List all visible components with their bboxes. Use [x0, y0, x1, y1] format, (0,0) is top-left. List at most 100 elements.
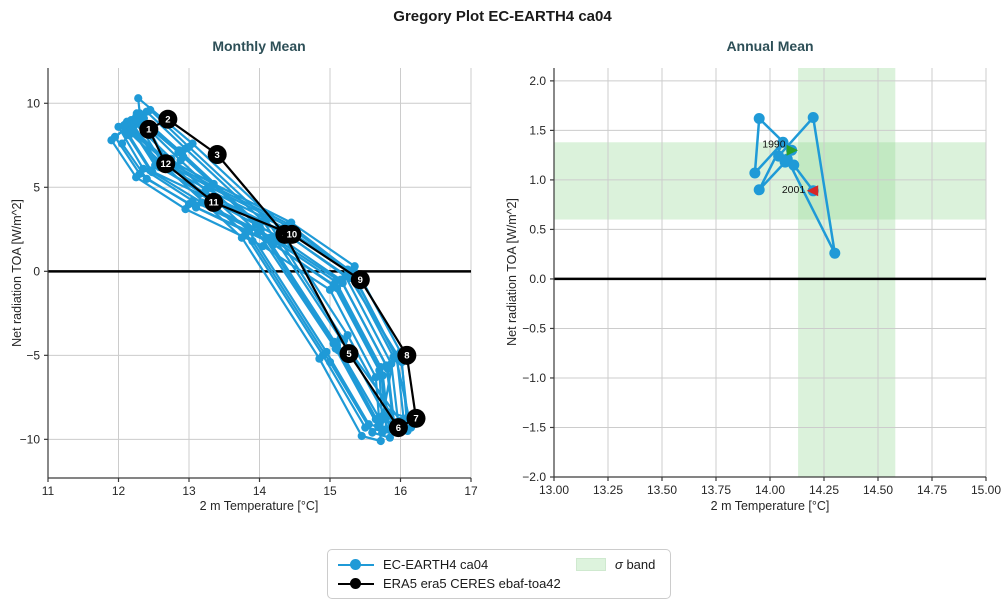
month-number: 9: [358, 275, 363, 286]
y-tick-label: −5: [26, 348, 40, 362]
series-era5-monthly: 123456789101112: [139, 109, 426, 438]
legend-label-sigma-band: σ band: [615, 557, 656, 572]
x-tick-label: 14.50: [863, 483, 893, 497]
annual_mean-plot: 13.00 13.25 13.50 13.75 14.00 14.25 14.50 14.75…: [522, 68, 1001, 497]
y-tick-label: −1.5: [522, 420, 546, 434]
triangle-left-marker-icon: [806, 185, 819, 197]
annual-x-axis-label: 2 m Temperature [°C]: [710, 499, 830, 513]
data-point: [197, 198, 206, 207]
data-point: [148, 168, 157, 177]
data-point: [107, 136, 116, 145]
y-tick-label: 2.0: [529, 74, 546, 88]
x-tick-label: 17: [464, 484, 478, 498]
data-point: [371, 373, 380, 382]
y-tick-label: 1.5: [529, 123, 546, 137]
month-marker: [397, 345, 417, 365]
month-marker: [156, 154, 176, 174]
legend-entry-era5: ERA5 era5 CERES ebaf-toa42: [338, 576, 576, 591]
data-point: [184, 142, 194, 152]
y-tick-label: 0.5: [529, 222, 546, 236]
month-marker: [282, 224, 302, 244]
series-ec-earth4-monthly: [107, 94, 416, 446]
annual-data-point: [829, 247, 841, 259]
month-number: 5: [346, 349, 352, 360]
month-marker: [139, 119, 159, 139]
x-tick-label: 13.25: [593, 483, 623, 497]
annual-data-point: [753, 113, 765, 125]
x-tick-label: 14.75: [917, 483, 947, 497]
data-point: [132, 109, 141, 118]
data-point: [385, 433, 395, 442]
data-point: [376, 436, 385, 446]
x-tick-label: 11: [42, 484, 55, 498]
annual-mean-title: Annual Mean: [726, 38, 814, 54]
data-point: [132, 173, 141, 182]
year-annotation: 2001: [782, 184, 806, 196]
legend-entry-ec-earth4: EC-EARTH4 ca04: [338, 557, 576, 572]
blue-line-marker-icon: [338, 559, 374, 571]
data-point: [134, 94, 143, 103]
data-point: [378, 428, 387, 437]
y-tick-label: −10: [20, 432, 41, 446]
data-point: [181, 205, 190, 214]
month-marker: [158, 109, 178, 129]
month-marker: [207, 145, 227, 165]
month-number: 7: [413, 414, 418, 425]
sigma-band-swatch-icon: [576, 558, 606, 571]
month-number: 8: [404, 351, 409, 362]
legend-label-ec-earth4: EC-EARTH4 ca04: [383, 557, 489, 572]
annual-data-point: [807, 112, 819, 124]
data-point: [142, 174, 151, 184]
data-point: [244, 226, 254, 236]
monthly-x-axis-label: 2 m Temperature [°C]: [199, 499, 319, 513]
month-number: 3: [215, 150, 220, 161]
legend: EC-EARTH4 ca04 σ band ERA5 era5 CERES eb…: [327, 549, 671, 599]
data-point: [315, 354, 324, 363]
data-point: [330, 337, 339, 346]
data-point: [368, 428, 377, 437]
data-point: [364, 420, 373, 429]
x-tick-label: 13.50: [647, 483, 677, 497]
data-point: [207, 181, 216, 190]
annual-data-point: [773, 150, 785, 162]
y-tick-label: 5: [33, 180, 40, 194]
data-point: [387, 359, 396, 368]
annual-data-point: [788, 159, 800, 171]
annual-data-point: [753, 184, 765, 196]
month-marker: [204, 192, 224, 212]
month-number: 6: [396, 423, 401, 434]
data-point: [325, 285, 335, 294]
figure-title: Gregory Plot EC-EARTH4 ca04: [393, 8, 612, 25]
x-tick-label: 13.00: [539, 483, 569, 497]
x-tick-label: 14.00: [755, 483, 785, 497]
year-annotation: 1990: [762, 139, 786, 151]
y-tick-label: −2.0: [522, 470, 546, 484]
y-tick-label: −1.0: [522, 371, 546, 385]
y-tick-label: 1.0: [529, 173, 546, 187]
x-tick-label: 13: [182, 484, 196, 498]
triangle-right-marker-icon: [786, 144, 799, 156]
month-number: 10: [287, 230, 298, 241]
month-marker: [406, 408, 426, 428]
y-tick-label: 10: [27, 96, 41, 110]
data-point: [120, 121, 129, 130]
x-tick-label: 14: [253, 484, 267, 498]
data-point: [258, 242, 268, 251]
month-number: 12: [160, 159, 171, 170]
data-point: [191, 203, 201, 212]
data-point: [322, 347, 331, 357]
data-point: [372, 415, 381, 424]
x-tick-label: 15.00: [971, 483, 1001, 497]
data-point: [357, 431, 366, 441]
y-tick-label: −0.5: [522, 321, 546, 335]
data-point: [117, 139, 127, 148]
data-point: [139, 164, 148, 173]
annual-data-point: [749, 167, 761, 179]
legend-label-era5: ERA5 era5 CERES ebaf-toa42: [383, 576, 561, 591]
x-tick-label: 14.25: [809, 483, 839, 497]
x-tick-label: 13.75: [701, 483, 731, 497]
x-tick-label: 15: [323, 484, 337, 498]
